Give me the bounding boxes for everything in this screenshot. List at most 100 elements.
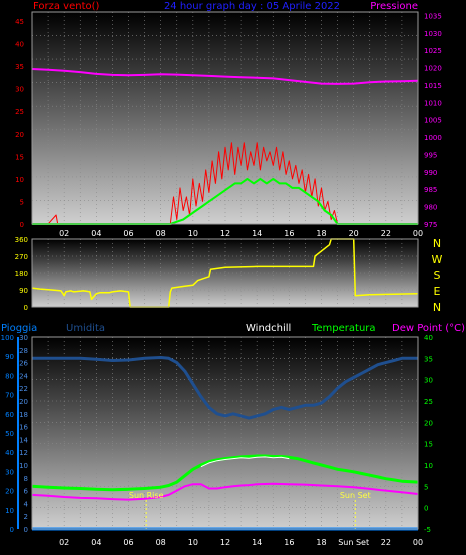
x-tick-label: 06 <box>123 229 133 238</box>
temp-tick-label: -5 <box>424 526 431 534</box>
x-tick-label: 04 <box>91 538 101 547</box>
x-tick-label: 16 <box>284 538 294 547</box>
windchill-series-line <box>200 456 290 468</box>
x-tick-label: Sun Set <box>338 538 369 547</box>
temp-tick-label: 40 <box>424 334 433 342</box>
wind-series-line <box>32 177 418 225</box>
x-tick-label: 08 <box>156 538 166 547</box>
humidity-tick-label: 0 <box>24 526 28 534</box>
wind-tick-label: 20 <box>15 131 24 139</box>
humidity-tick-label: 20 <box>19 398 28 406</box>
rain-tick-label: 70 <box>5 392 14 400</box>
direction-letter: N <box>433 237 441 250</box>
pressure-tick-label: 1000 <box>424 134 442 142</box>
temp-tick-label: 25 <box>424 398 433 406</box>
humidity-tick-label: 14 <box>19 436 28 444</box>
humidity-series-line <box>32 356 418 420</box>
pressure-tick-label: 975 <box>424 221 437 229</box>
pressure-tick-label: 995 <box>424 151 437 159</box>
x-tick-label: 00 <box>413 538 423 547</box>
humidity-tick-label: 4 <box>24 500 29 508</box>
humidity-tick-label: 2 <box>24 513 28 521</box>
temp-tick-label: 5 <box>424 483 428 491</box>
humidity-tick-label: 6 <box>24 488 29 496</box>
temp-tick-label: 15 <box>424 441 433 449</box>
rain-tick-label: 100 <box>1 334 14 342</box>
wind-tick-label: 30 <box>15 86 24 94</box>
x-tick-label: 06 <box>123 538 133 547</box>
wind-direction-plot-frame <box>31 238 419 308</box>
direction-tick-label: 0 <box>24 304 28 312</box>
dewpoint-series-line <box>31 482 419 501</box>
wind-tick-label: 15 <box>15 153 24 161</box>
direction-tick-label: 180 <box>15 270 28 278</box>
temperature-label: Temperatura <box>311 323 376 334</box>
x-tick-label: 02 <box>59 229 69 238</box>
windchill-label: Windchill <box>246 323 291 334</box>
wind-tick-label: 25 <box>15 108 24 116</box>
x-tick-label: 20 <box>349 229 359 238</box>
x-tick-label: 14 <box>252 229 262 238</box>
rain-tick-label: 30 <box>5 468 14 476</box>
x-tick-label: 08 <box>156 229 166 238</box>
wind-tick-label: 10 <box>15 176 24 184</box>
temp-tick-label: 35 <box>424 355 433 363</box>
humidity-tick-label: 12 <box>19 449 28 457</box>
humidity-tick-label: 8 <box>24 475 28 483</box>
pressure-tick-label: 1015 <box>424 82 442 90</box>
x-tick-label: 00 <box>413 229 423 238</box>
x-tick-label: 22 <box>381 538 391 547</box>
wind-tick-label: 5 <box>20 198 24 206</box>
pressure-tick-label: 1025 <box>424 47 442 55</box>
direction-letter: W <box>432 253 443 266</box>
humidity-tick-label: 18 <box>19 411 28 419</box>
rain-tick-label: 10 <box>5 507 14 515</box>
pressure-tick-label: 980 <box>424 204 437 212</box>
rain-tick-label: 80 <box>5 372 14 380</box>
pressure-tick-label: 1020 <box>424 65 442 73</box>
humidity-tick-label: 28 <box>19 347 28 355</box>
direction-tick-label: 270 <box>15 253 28 261</box>
x-tick-label: 02 <box>59 538 69 547</box>
temp-tick-label: 0 <box>424 505 428 513</box>
sunrise-label: Sun Rise <box>129 491 164 500</box>
x-tick-label: 22 <box>381 229 391 238</box>
rain-tick-label: 90 <box>5 353 14 361</box>
rain-tick-label: 60 <box>5 411 14 419</box>
x-tick-label: 18 <box>316 538 326 547</box>
humidity-tick-label: 24 <box>19 372 28 380</box>
temperature-plot-frame <box>31 336 419 530</box>
pressure-series-line <box>31 68 419 85</box>
humidity-tick-label: 30 <box>19 334 28 342</box>
pressure-tick-label: 1030 <box>424 30 442 38</box>
humidity-label: Umidita <box>66 323 105 334</box>
temperature-series-line <box>31 454 419 492</box>
rain-tick-label: 40 <box>5 449 14 457</box>
pressure-tick-label: 985 <box>424 186 437 194</box>
rain-tick-label: 50 <box>5 430 14 438</box>
x-tick-label: 14 <box>252 538 262 547</box>
x-tick-label: 10 <box>188 229 198 238</box>
chart-title: 24 hour graph day : 05 Aprile 2022 <box>164 1 340 12</box>
humidity-tick-label: 26 <box>19 360 28 368</box>
temp-tick-label: 10 <box>424 462 433 470</box>
direction-letter: N <box>433 301 441 314</box>
humidity-tick-label: 10 <box>19 462 28 470</box>
rain-tick-label: 0 <box>10 526 14 534</box>
pressure-tick-label: 1035 <box>424 12 442 20</box>
x-tick-label: 10 <box>188 538 198 547</box>
wind-tick-label: 35 <box>15 63 24 71</box>
pressure-tick-label: 990 <box>424 169 437 177</box>
humidity-tick-label: 16 <box>19 424 28 432</box>
wind-tick-label: 0 <box>20 221 24 229</box>
x-tick-label: 12 <box>220 229 230 238</box>
temp-tick-label: 30 <box>424 377 433 385</box>
sunset-label: Sun Set <box>340 491 371 500</box>
pressure-tick-label: 1005 <box>424 117 442 125</box>
wind-axis-label: Forza vento() <box>33 1 100 12</box>
wind-tick-label: 40 <box>15 41 24 49</box>
gust-series-line <box>32 142 418 225</box>
rain-label: Pioggia <box>1 323 37 334</box>
direction-tick-label: 90 <box>19 287 28 295</box>
